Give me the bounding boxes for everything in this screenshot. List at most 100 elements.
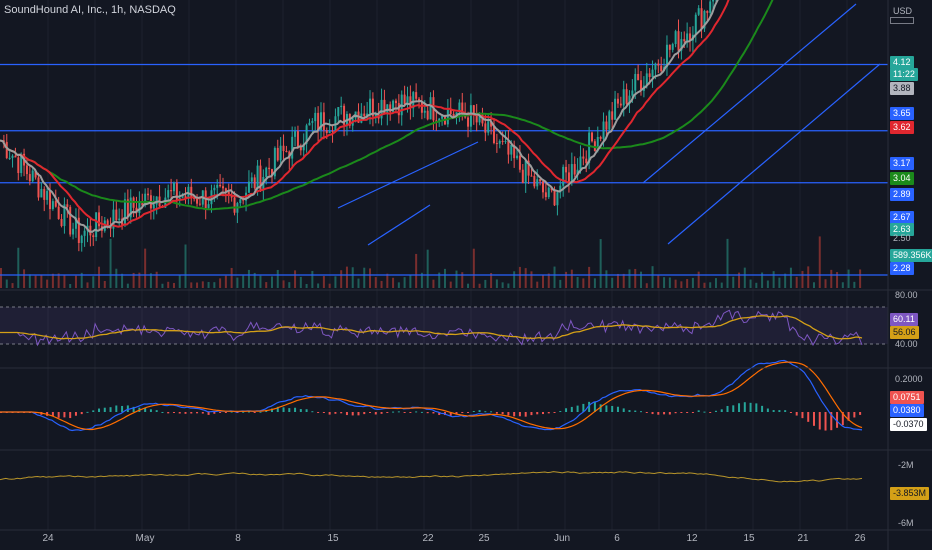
candle-body	[106, 220, 109, 226]
candle-body	[216, 184, 219, 188]
volume-bar	[657, 275, 660, 288]
volume-bar	[270, 276, 273, 288]
candle-body	[279, 145, 282, 161]
macd-histogram-bar	[57, 412, 60, 418]
candle-body	[308, 122, 311, 126]
x-axis-label: 15	[327, 533, 339, 544]
volume-bar	[478, 283, 481, 288]
candle-body	[270, 169, 273, 177]
candle-body	[706, 11, 709, 13]
macd-histogram-bar	[588, 401, 591, 412]
volume-bar	[738, 272, 741, 288]
macd-histogram-bar	[190, 412, 193, 414]
candle-body	[28, 174, 31, 182]
trend-channels[interactable]	[337, 3, 881, 246]
candle-body	[490, 121, 493, 127]
volume-bar	[288, 282, 291, 288]
volume-bar	[0, 268, 2, 288]
volume-bar	[582, 278, 585, 288]
macd-histogram-bar	[541, 412, 544, 415]
volume-bar	[795, 276, 798, 288]
macd-histogram-bar	[155, 410, 158, 412]
volume-bar	[253, 272, 256, 288]
candle-body	[247, 181, 250, 193]
volume-bar	[755, 282, 758, 288]
candle-body	[112, 209, 115, 229]
candle-body	[665, 44, 668, 68]
candle-body	[314, 112, 317, 122]
candle-body	[498, 140, 501, 144]
currency-label[interactable]: USD	[893, 6, 913, 16]
candle-body	[167, 190, 170, 198]
macd-histogram-bar	[374, 412, 377, 415]
candle-body	[66, 204, 69, 207]
candle-body	[484, 123, 487, 133]
ma-slow-badge: 3.62	[890, 121, 914, 134]
macd-histogram-bar	[345, 412, 348, 416]
volume-bar	[201, 281, 204, 288]
horizontal-levels[interactable]	[0, 0, 888, 276]
macd-histogram-bar	[270, 408, 273, 412]
volume-bar	[294, 270, 297, 288]
macd-histogram-bar	[74, 412, 77, 416]
volume-badge: 589.356K	[890, 249, 932, 262]
volume-bar	[530, 271, 533, 288]
macd-histogram-bar	[640, 411, 643, 413]
candle-body	[461, 102, 464, 114]
candle-body	[207, 204, 210, 208]
volume-bar	[23, 269, 26, 288]
volume-bar	[461, 272, 464, 288]
volume-bar	[276, 269, 279, 288]
obv-value-badge: -3.853M	[890, 487, 930, 500]
candle-body	[317, 112, 320, 131]
macd-histogram-bar	[599, 404, 602, 412]
rsi-axis-top: 80.00	[895, 290, 918, 300]
macd-histogram-bar	[126, 405, 129, 412]
rsi-ma-badge: 56.06	[890, 326, 919, 339]
candle-body	[449, 108, 452, 114]
candle-body	[233, 197, 236, 213]
volume-bar	[17, 247, 20, 288]
macd-histogram-bar	[334, 412, 337, 414]
symbol-title[interactable]: SoundHound AI, Inc., 1h, NASDAQ	[4, 4, 176, 16]
volume-bar	[570, 269, 573, 288]
candle-body	[513, 144, 516, 159]
macd-histogram-bar	[495, 412, 498, 414]
candle-body	[570, 164, 573, 183]
candle-body	[141, 201, 144, 206]
macd-histogram-bar	[213, 412, 216, 414]
candle-body	[536, 179, 539, 187]
volume-bar	[841, 282, 844, 288]
volume-bar	[847, 269, 850, 288]
macd-histogram-bar	[196, 412, 199, 414]
volume-bar	[57, 273, 60, 288]
macd-histogram-bar	[513, 412, 516, 417]
macd-histogram-bar	[230, 411, 233, 413]
volume-bar	[224, 275, 227, 288]
macd-histogram-bar	[686, 412, 689, 413]
volume-bar	[115, 268, 118, 288]
candle-body	[83, 230, 86, 236]
candle-body	[596, 136, 599, 151]
volume-bar	[778, 277, 781, 288]
macd-histogram-bar	[536, 412, 539, 415]
volume-bar	[628, 269, 631, 288]
candle-body	[518, 155, 521, 170]
macd-histogram-bar	[576, 405, 579, 412]
obv-axis-top: -2M	[898, 460, 914, 470]
macd-histogram-bar	[299, 409, 302, 412]
candle-body	[599, 136, 602, 139]
volume-bar	[369, 268, 372, 288]
candle-body	[152, 204, 155, 209]
candles	[2, 0, 717, 252]
candle-body	[299, 146, 302, 151]
volume-bar	[789, 267, 792, 288]
volume-bar	[155, 271, 158, 288]
candle-body	[17, 157, 20, 174]
volume-bar	[766, 280, 769, 288]
candle-body	[253, 177, 256, 188]
macd-histogram-bar	[761, 405, 764, 412]
volume-bar	[830, 269, 833, 288]
